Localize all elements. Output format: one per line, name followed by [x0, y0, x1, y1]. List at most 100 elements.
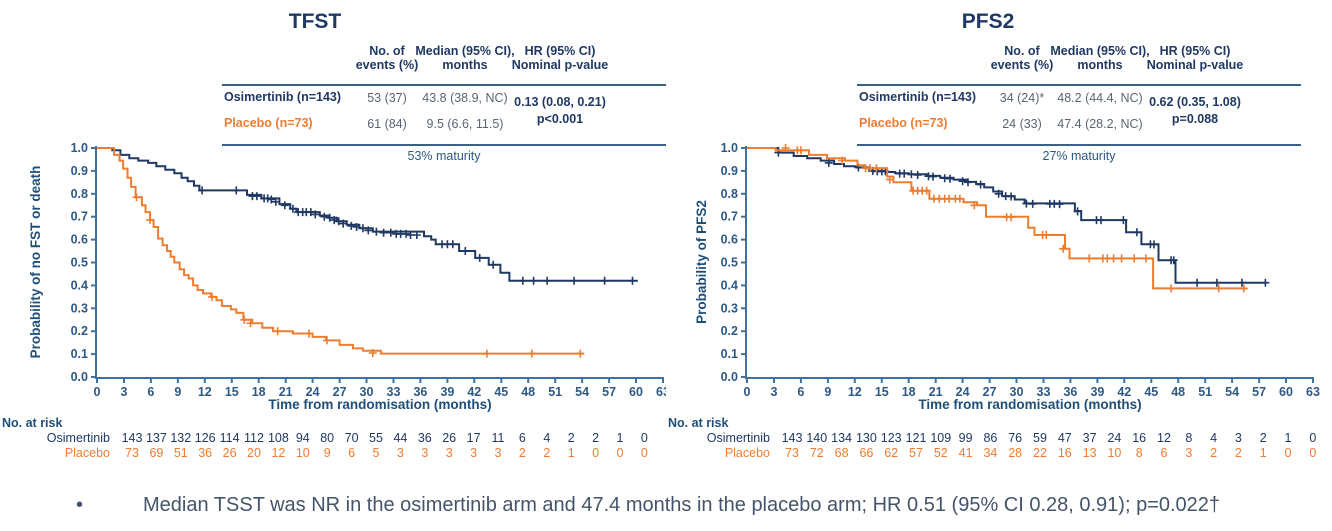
- risk-value: 1: [1284, 431, 1292, 445]
- risk-value: 3: [396, 446, 404, 460]
- risk-value: 0: [1309, 446, 1317, 460]
- risk-value: 11: [491, 431, 505, 445]
- svg-text:18: 18: [252, 385, 266, 399]
- risk-values-row: 73 69 51 36 26 20 12 10 9 6 5 3 3 3 3 3 2 2 1 0 0 0: [0, 446, 666, 461]
- svg-text:54: 54: [575, 385, 589, 399]
- risk-table-title: No. at risk: [668, 416, 729, 430]
- events-value: 34 (24)*: [999, 91, 1045, 105]
- column-header-median: Median (95% CI), months: [1050, 44, 1150, 72]
- stats-table: No. of events (%) Median (95% CI), month…: [222, 42, 668, 177]
- risk-value: 143: [121, 431, 143, 445]
- chart-title-tfst: TFST: [288, 10, 342, 33]
- row-label-placebo: Placebo (n=73): [859, 116, 948, 130]
- svg-text:0.6: 0.6: [721, 233, 738, 247]
- risk-value: 0: [1309, 431, 1317, 445]
- risk-value: 16: [1057, 446, 1072, 460]
- svg-text:24: 24: [306, 385, 320, 399]
- svg-text:33: 33: [387, 385, 401, 399]
- risk-value: 2: [1210, 446, 1218, 460]
- chart-title-pfs2: PFS2: [961, 10, 1015, 33]
- svg-text:42: 42: [467, 385, 481, 399]
- svg-text:48: 48: [1171, 385, 1185, 399]
- hr-value: 0.62 (0.35, 1.08): [1149, 95, 1241, 109]
- risk-value: 0: [616, 446, 624, 460]
- svg-text:60: 60: [629, 385, 643, 399]
- svg-text:6: 6: [147, 385, 154, 399]
- svg-text:60: 60: [1279, 385, 1293, 399]
- events-value: 53 (37): [367, 91, 407, 105]
- svg-text:0.2: 0.2: [71, 324, 88, 338]
- risk-value: 0: [640, 431, 648, 445]
- risk-value: 10: [295, 446, 310, 460]
- bullet-marker: •: [76, 494, 84, 516]
- risk-value: 55: [369, 431, 383, 445]
- risk-value: 16: [1132, 431, 1147, 445]
- risk-value: 70: [344, 431, 359, 445]
- column-header-median: Median (95% CI), months: [415, 44, 515, 72]
- svg-text:39: 39: [440, 385, 454, 399]
- risk-value: 109: [930, 431, 952, 445]
- risk-value: 6: [348, 446, 356, 460]
- risk-value: 41: [958, 446, 973, 460]
- risk-value: 73: [785, 446, 799, 460]
- svg-text:0.4: 0.4: [71, 278, 88, 292]
- km-plot-pfs2: 0 3 6 9 12 15 18 21 24 27 30 33 36 39 42 45 48 51 54 57 60 63…: [721, 141, 1320, 399]
- svg-text:0.1: 0.1: [71, 347, 88, 361]
- risk-value: 36: [198, 446, 213, 460]
- risk-value: 37: [1082, 431, 1097, 445]
- events-value: 61 (84): [367, 117, 407, 131]
- risk-value: 99: [958, 431, 973, 445]
- svg-text:48: 48: [521, 385, 535, 399]
- svg-text:63: 63: [1306, 385, 1320, 399]
- svg-text:15: 15: [875, 385, 889, 399]
- risk-value: 132: [170, 431, 192, 445]
- risk-value: 3: [421, 446, 429, 460]
- svg-text:0.3: 0.3: [71, 301, 88, 315]
- risk-value: 1: [1259, 446, 1267, 460]
- risk-value: 73: [125, 446, 139, 460]
- risk-value: 68: [834, 446, 849, 460]
- risk-value: 126: [194, 431, 216, 445]
- events-value: 24 (33): [1002, 117, 1042, 131]
- risk-value: 12: [1157, 431, 1171, 445]
- svg-text:1.0: 1.0: [71, 141, 88, 155]
- risk-value: 22: [1033, 446, 1047, 460]
- svg-text:0.5: 0.5: [721, 256, 738, 270]
- svg-text:0.4: 0.4: [721, 278, 738, 292]
- svg-text:21: 21: [929, 385, 943, 399]
- svg-text:6: 6: [797, 385, 804, 399]
- column-header-hr: HR (95% CI) Nominal p-value: [1146, 44, 1244, 72]
- risk-value: 0: [1284, 446, 1292, 460]
- svg-text:0.7: 0.7: [71, 210, 88, 224]
- footnote: • Median TSST was NR in the osimertinib …: [0, 494, 1332, 520]
- risk-value: 3: [494, 446, 502, 460]
- svg-text:57: 57: [602, 385, 616, 399]
- svg-text:0.8: 0.8: [71, 187, 88, 201]
- risk-value: 2: [543, 446, 551, 460]
- risk-value: 1: [567, 446, 575, 460]
- svg-text:0.3: 0.3: [721, 301, 738, 315]
- svg-text:36: 36: [413, 385, 427, 399]
- svg-text:1.0: 1.0: [721, 141, 738, 155]
- risk-table-title: No. at risk: [2, 416, 63, 430]
- risk-value: 72: [809, 446, 824, 460]
- svg-text:45: 45: [1144, 385, 1158, 399]
- risk-value: 3: [1234, 431, 1242, 445]
- svg-text:63: 63: [656, 385, 666, 399]
- svg-text:54: 54: [1225, 385, 1239, 399]
- risk-value: 108: [267, 431, 289, 445]
- risk-value: 4: [543, 431, 551, 445]
- column-header-events: No. of events (%): [990, 44, 1054, 72]
- risk-value: 80: [320, 431, 335, 445]
- risk-value: 2: [1259, 431, 1267, 445]
- risk-value: 3: [470, 446, 478, 460]
- risk-value: 9: [323, 446, 331, 460]
- stats-table: No. of events (%) Median (95% CI), month…: [857, 42, 1303, 177]
- risk-value: 13: [1082, 446, 1097, 460]
- hr-value: 0.13 (0.08, 0.21): [514, 95, 606, 109]
- risk-value: 26: [222, 446, 237, 460]
- risk-value: 3: [445, 446, 453, 460]
- row-label-osimertinib: Osimertinib (n=143): [859, 90, 977, 104]
- svg-text:42: 42: [1117, 385, 1131, 399]
